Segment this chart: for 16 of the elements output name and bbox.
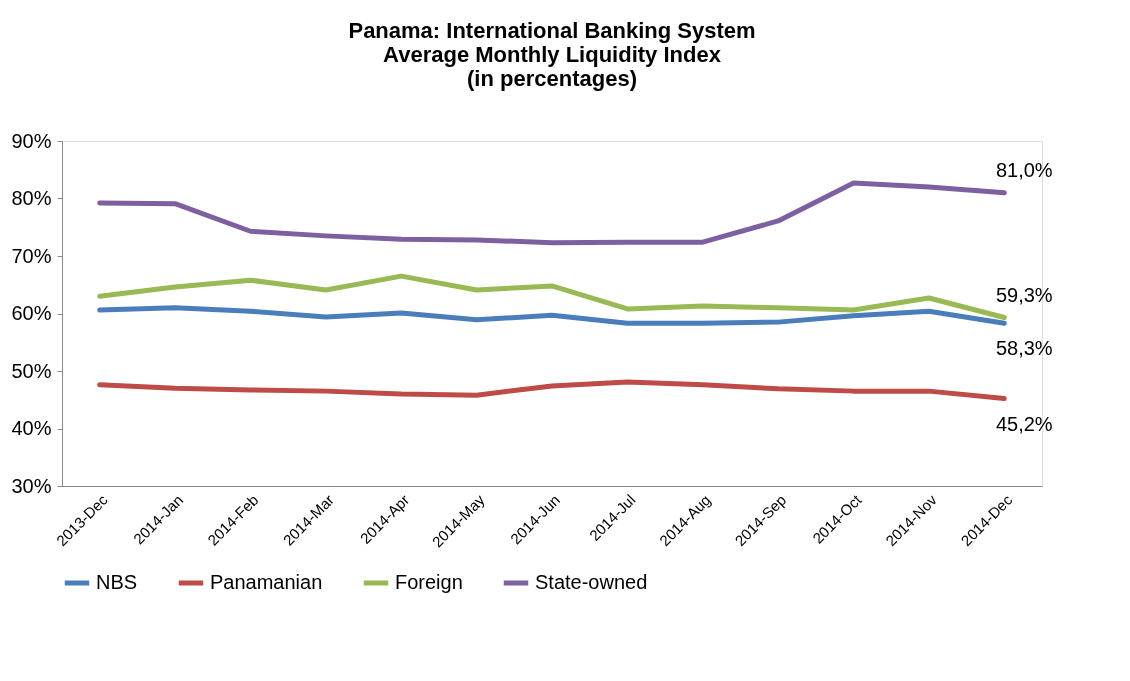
y-tick-label: 60% (11, 302, 52, 324)
legend-label: Panamanian (210, 571, 323, 593)
data-label: 58,3% (995, 337, 1053, 360)
legend-label: State-owned (535, 571, 648, 593)
data-label: 59,3% (995, 283, 1053, 306)
data-label: 45,2% (995, 412, 1053, 435)
y-tick-label: 70% (11, 244, 52, 267)
y-tick-label: 50% (11, 359, 52, 382)
y-tick-label: 40% (11, 417, 52, 439)
y-tick-label: 30% (11, 474, 52, 497)
chart-title: Panama: International Banking System Average Monthly Liquidity Index (in percentages) (348, 18, 756, 91)
y-tick-label: 80% (11, 187, 52, 209)
data-label: 81,0% (995, 158, 1053, 181)
legend-label: NBS (96, 571, 138, 593)
legend-label: Foreign (395, 571, 463, 593)
y-tick-label: 90% (11, 129, 52, 152)
